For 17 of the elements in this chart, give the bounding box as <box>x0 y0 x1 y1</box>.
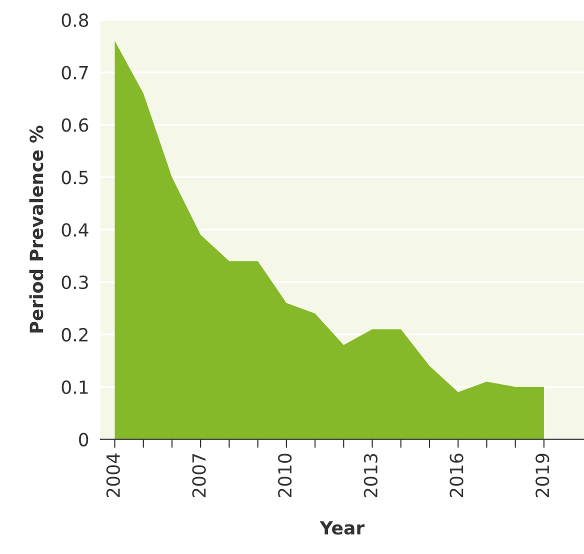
x-tick-label: 2010 <box>278 454 292 498</box>
x-tick-label: 2019 <box>536 454 550 498</box>
y-tick-label: 0.7 <box>62 66 88 80</box>
x-tick-label: 2016 <box>450 454 464 498</box>
y-tick-label: 0.4 <box>62 223 88 237</box>
y-tick-label: 0.3 <box>62 276 88 290</box>
y-tick-label: 0.6 <box>62 118 88 132</box>
x-tick-label: 2004 <box>106 454 120 498</box>
y-axis-title: Period Prevalence % <box>29 126 44 333</box>
x-tick-label: 2013 <box>364 454 378 498</box>
y-tick-label: 0.1 <box>62 380 88 394</box>
y-tick-label: 0.8 <box>62 13 88 28</box>
x-tick-label: 2007 <box>192 454 206 498</box>
y-tick-label: 0 <box>79 432 88 446</box>
x-axis-title: Year <box>320 521 365 535</box>
y-tick-label: 0.2 <box>62 328 88 342</box>
y-tick-label: 0.5 <box>62 170 88 184</box>
